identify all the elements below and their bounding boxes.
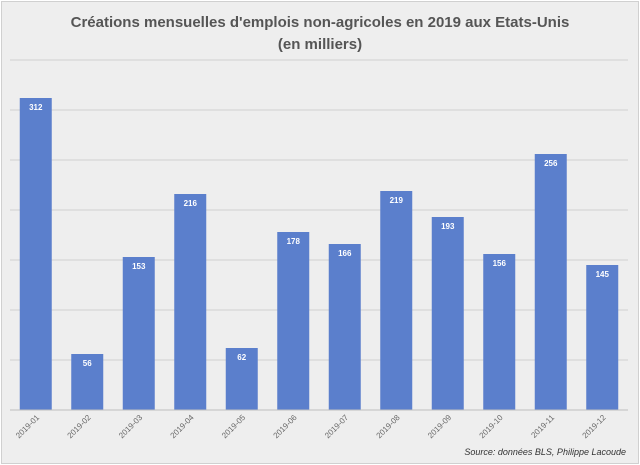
bar-2019-11 xyxy=(534,154,567,410)
chart-title-line1: Créations mensuelles d'emplois non-agric… xyxy=(70,14,570,31)
bar-2019-12 xyxy=(586,265,619,410)
data-label-2019-12: 145 xyxy=(596,270,610,279)
bar-2019-06 xyxy=(277,232,310,410)
chart-title-line2: (en milliers) xyxy=(277,36,363,53)
source-note: Source: données BLS, Philippe Lacoude xyxy=(464,447,626,457)
bar-2019-04 xyxy=(174,194,207,410)
data-label-2019-11: 256 xyxy=(544,159,558,168)
bar-2019-02 xyxy=(71,354,104,410)
data-label-2019-05: 62 xyxy=(237,353,246,362)
data-label-2019-04: 216 xyxy=(184,199,198,208)
chart-title: Créations mensuelles d'emplois non-agric… xyxy=(2,12,638,56)
bar-2019-07 xyxy=(328,244,361,410)
data-label-2019-10: 156 xyxy=(493,259,507,268)
x-tick-label-2019-10: 2019-10 xyxy=(478,413,506,441)
bar-2019-01 xyxy=(19,98,52,410)
x-tick-label-2019-12: 2019-12 xyxy=(581,413,609,441)
x-tick-label-2019-01: 2019-01 xyxy=(14,413,42,441)
data-label-2019-03: 153 xyxy=(132,262,146,271)
x-tick-label-2019-07: 2019-07 xyxy=(323,413,351,441)
x-tick-label-2019-05: 2019-05 xyxy=(220,413,248,441)
x-tick-label-2019-09: 2019-09 xyxy=(426,413,454,441)
x-tick-label-2019-06: 2019-06 xyxy=(272,413,300,441)
data-label-2019-09: 193 xyxy=(441,222,455,231)
bar-2019-08 xyxy=(380,191,413,410)
x-tick-label-2019-11: 2019-11 xyxy=(529,413,556,440)
data-label-2019-02: 56 xyxy=(83,359,92,368)
bar-2019-10 xyxy=(483,254,516,410)
x-tick-label-2019-04: 2019-04 xyxy=(169,413,197,441)
x-tick-label-2019-03: 2019-03 xyxy=(117,413,145,441)
bar-2019-05 xyxy=(225,348,258,410)
x-tick-label-2019-08: 2019-08 xyxy=(375,413,403,441)
bar-2019-03 xyxy=(122,257,155,410)
bar-2019-09 xyxy=(431,217,464,410)
data-label-2019-01: 312 xyxy=(29,103,43,112)
data-label-2019-07: 166 xyxy=(338,249,352,258)
data-label-2019-06: 178 xyxy=(287,237,301,246)
x-tick-label-2019-02: 2019-02 xyxy=(66,413,94,441)
data-label-2019-08: 219 xyxy=(390,196,404,205)
